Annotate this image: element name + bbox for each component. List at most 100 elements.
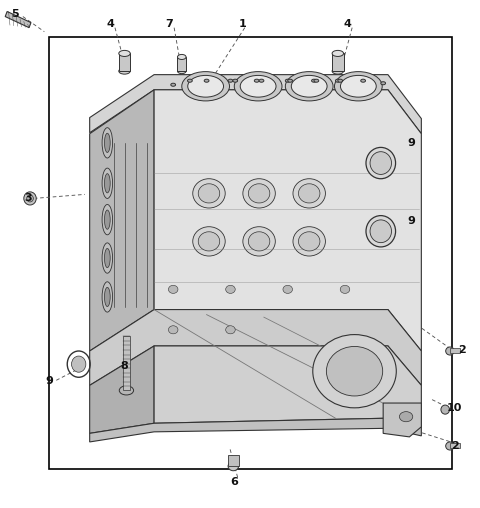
Ellipse shape [105,174,110,193]
Text: 4: 4 [106,19,114,29]
Ellipse shape [198,184,220,203]
Ellipse shape [240,75,276,97]
Ellipse shape [248,232,270,251]
Ellipse shape [24,192,36,205]
Ellipse shape [243,227,276,256]
Polygon shape [90,346,154,433]
Polygon shape [154,90,421,351]
Ellipse shape [283,285,292,294]
Ellipse shape [340,75,376,97]
Text: 2: 2 [451,441,458,451]
Ellipse shape [102,128,113,158]
Ellipse shape [105,210,110,229]
Bar [332,53,344,71]
Ellipse shape [105,248,110,268]
Ellipse shape [259,79,264,82]
Ellipse shape [119,50,130,56]
Ellipse shape [119,68,130,74]
Ellipse shape [361,79,365,82]
Ellipse shape [370,152,392,174]
Polygon shape [90,309,421,386]
Text: 3: 3 [24,194,32,203]
Ellipse shape [168,326,178,334]
Ellipse shape [248,184,270,203]
Ellipse shape [285,72,333,101]
Text: 1: 1 [239,19,246,29]
Ellipse shape [381,82,385,85]
Ellipse shape [198,232,220,251]
Ellipse shape [326,346,383,396]
Text: 9: 9 [45,376,53,386]
Ellipse shape [102,168,113,199]
Bar [123,336,130,391]
Ellipse shape [226,285,235,294]
Ellipse shape [370,220,392,243]
Ellipse shape [182,72,229,101]
Ellipse shape [226,326,235,334]
Ellipse shape [332,68,344,74]
Ellipse shape [312,79,316,82]
Ellipse shape [293,179,325,208]
Bar [228,455,239,466]
Ellipse shape [299,232,320,251]
Bar [178,57,186,71]
Text: 7: 7 [166,19,173,29]
Polygon shape [90,418,421,442]
Ellipse shape [446,347,454,355]
Text: 2: 2 [458,345,466,355]
Text: 5: 5 [11,9,19,19]
Ellipse shape [233,79,238,82]
Text: 9: 9 [407,138,415,148]
Polygon shape [383,403,421,437]
Ellipse shape [234,72,282,101]
Ellipse shape [340,285,350,294]
Ellipse shape [291,75,327,97]
Bar [49,37,452,469]
Ellipse shape [193,227,225,256]
Ellipse shape [193,179,225,208]
Ellipse shape [102,205,113,235]
Ellipse shape [102,243,113,273]
Text: 9: 9 [407,216,415,226]
Ellipse shape [399,411,413,422]
Polygon shape [90,90,154,351]
Ellipse shape [102,282,113,312]
Ellipse shape [314,79,319,82]
Ellipse shape [105,288,110,306]
Ellipse shape [299,184,320,203]
Bar [450,348,460,353]
Ellipse shape [313,335,396,408]
Ellipse shape [338,79,343,82]
Text: 10: 10 [447,403,462,413]
Ellipse shape [285,79,290,82]
Ellipse shape [188,79,192,82]
Ellipse shape [293,227,325,256]
Text: 8: 8 [120,361,128,371]
Ellipse shape [446,442,454,450]
Ellipse shape [171,83,176,86]
Ellipse shape [178,54,186,59]
Ellipse shape [366,215,396,247]
Ellipse shape [243,179,276,208]
Ellipse shape [228,79,233,82]
Text: 4: 4 [343,19,351,29]
Ellipse shape [188,75,224,97]
Ellipse shape [366,147,396,179]
Ellipse shape [204,79,209,82]
Ellipse shape [228,462,239,471]
Ellipse shape [254,79,259,82]
Ellipse shape [119,386,133,395]
Ellipse shape [105,133,110,152]
Polygon shape [90,75,421,134]
Ellipse shape [336,79,340,82]
Text: 6: 6 [230,478,238,487]
Ellipse shape [72,356,86,372]
Polygon shape [5,12,31,27]
Ellipse shape [288,79,292,82]
Bar [450,443,460,448]
Ellipse shape [332,50,344,56]
Ellipse shape [335,72,382,101]
Ellipse shape [168,285,178,294]
Ellipse shape [27,195,34,202]
Ellipse shape [441,405,449,414]
